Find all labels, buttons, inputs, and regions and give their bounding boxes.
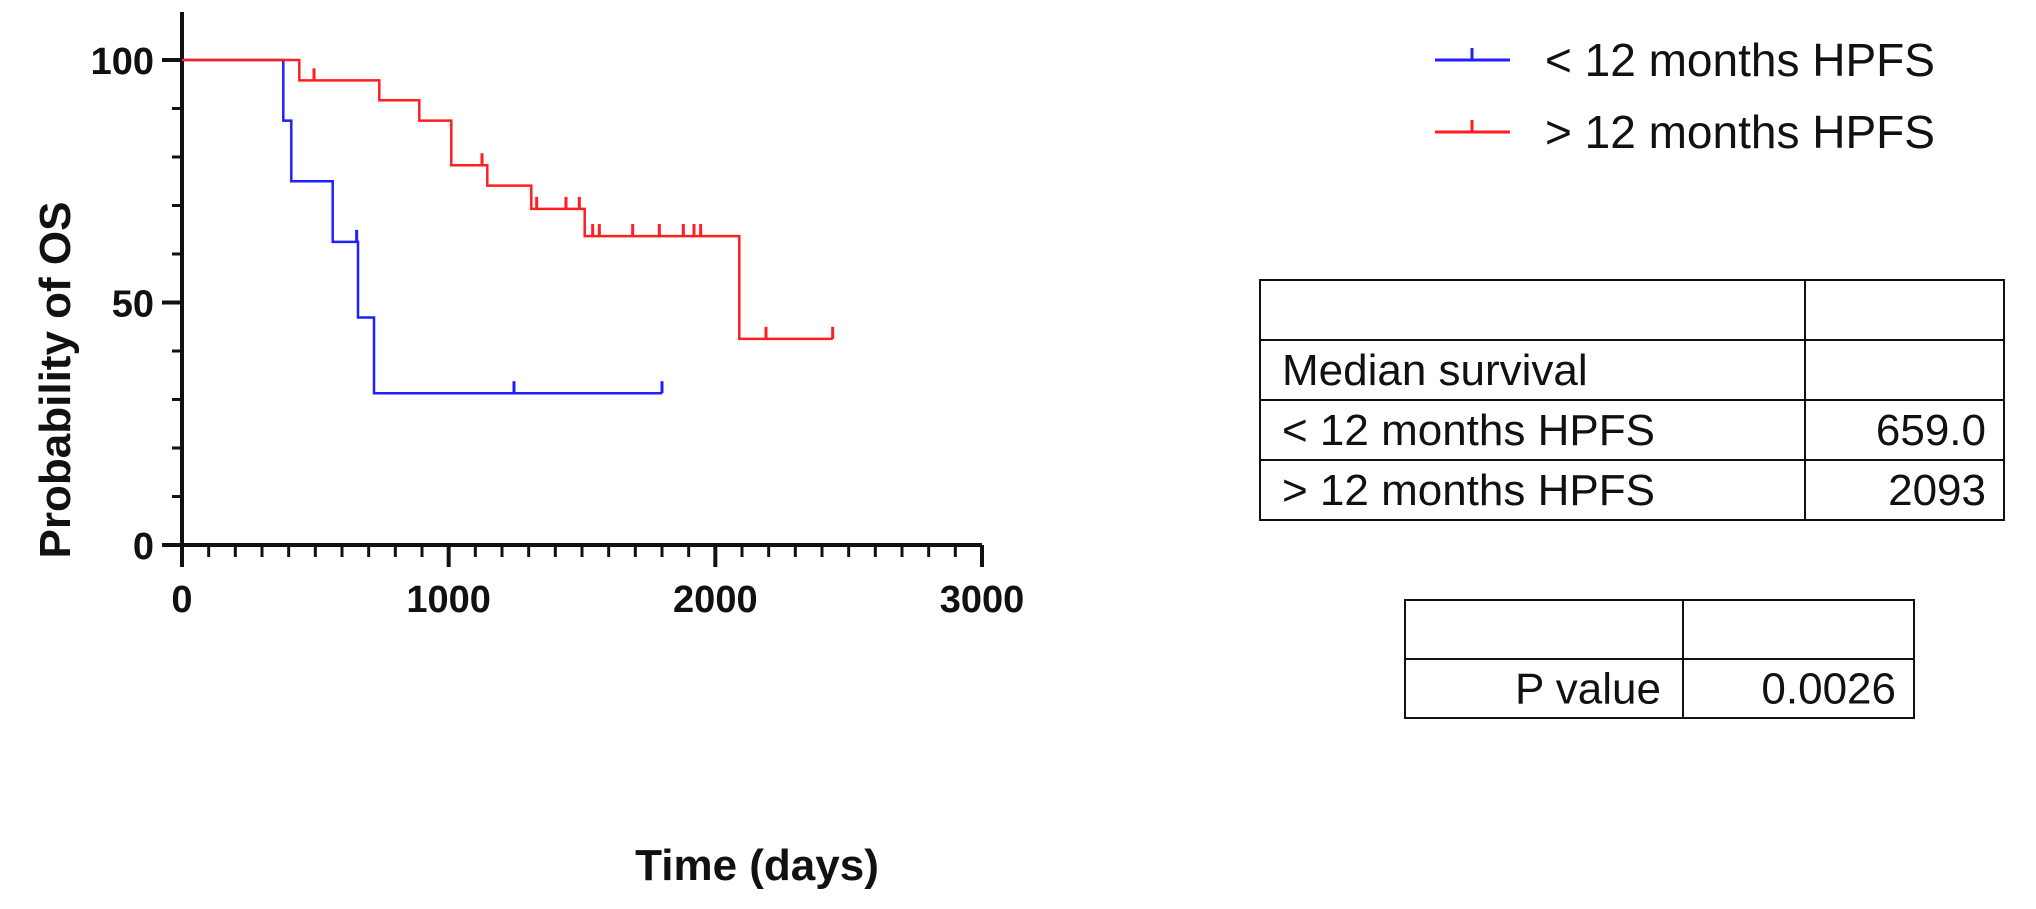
y-tick-label: 0	[133, 526, 154, 568]
x-tick-label: 0	[171, 579, 192, 621]
series-gt12	[182, 58, 835, 341]
legend-label: > 12 months HPFS	[1545, 106, 1935, 158]
legend-label: < 12 months HPFS	[1545, 34, 1935, 86]
series-lt12	[182, 58, 664, 395]
p-value-table: P value 0.0026	[1404, 599, 1915, 719]
survival-curve-lt12	[182, 58, 662, 395]
y-axis-title: Probability of OS	[31, 202, 80, 559]
x-axis-title: Time (days)	[635, 841, 879, 890]
stats-tables: Median survival < 12 months HPFS 659.0 > 12…	[1259, 279, 2005, 719]
table-cell-label: P value	[1515, 665, 1661, 714]
table-cell-value: 0.0026	[1761, 665, 1896, 714]
plot-area	[182, 58, 835, 395]
survival-curve-gt12	[182, 58, 833, 341]
median-survival-table: Median survival < 12 months HPFS 659.0 > 12…	[1259, 279, 2005, 521]
x-tick-label: 2000	[673, 579, 758, 621]
y-tick-label: 50	[112, 284, 154, 326]
legend: < 12 months HPFS > 12 months HPFS	[1435, 34, 1935, 158]
table-cell-value: 659.0	[1876, 406, 1986, 455]
table-cell-label: Median survival	[1282, 346, 1588, 395]
table-cell-label: > 12 months HPFS	[1282, 466, 1655, 515]
x-tick-label: 1000	[406, 579, 491, 621]
x-tick-label: 3000	[940, 579, 1025, 621]
table-cell-label: < 12 months HPFS	[1282, 406, 1655, 455]
table-cell-value: 2093	[1888, 466, 1986, 515]
y-tick-label: 100	[91, 41, 154, 83]
